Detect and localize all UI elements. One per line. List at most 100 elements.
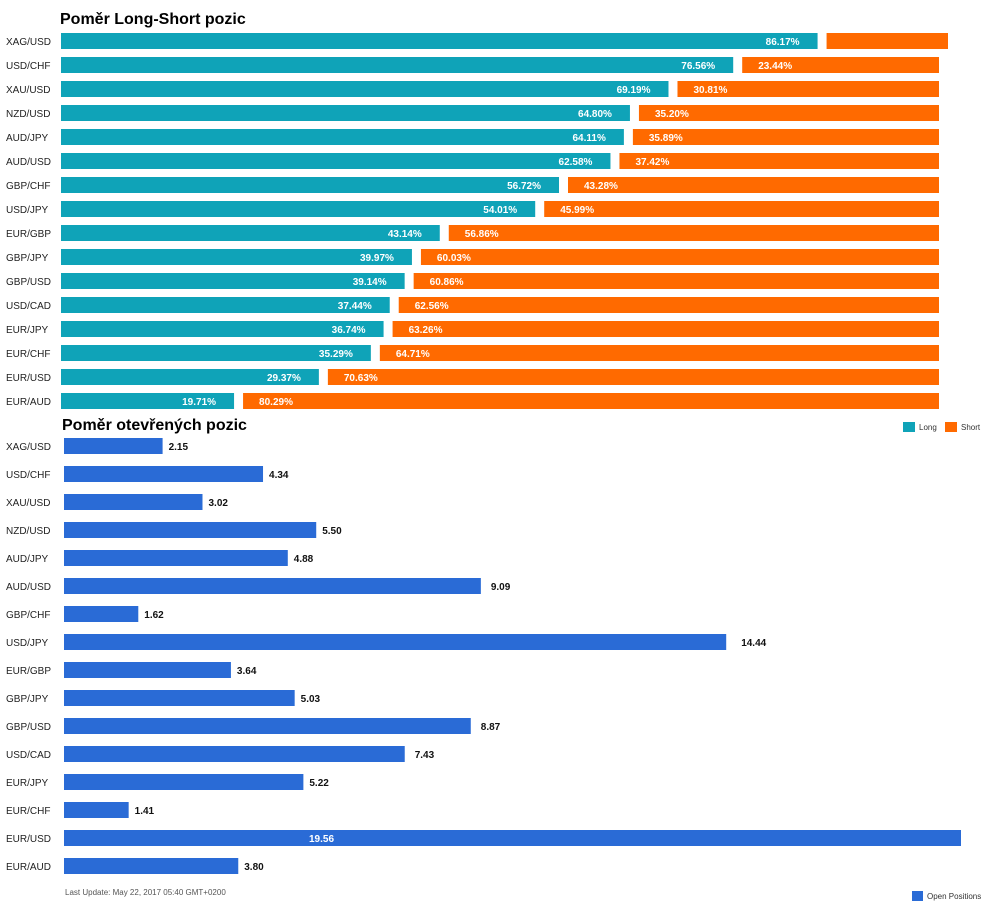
long-label-aud-usd: 62.58%	[559, 157, 593, 168]
short-label-eur-gbp: 56.86%	[465, 229, 499, 240]
long-label-eur-usd: 29.37%	[267, 373, 301, 384]
open-bar-eur-aud	[64, 858, 239, 874]
open-bar-usd-jpy	[64, 634, 727, 650]
long-short-legend: Long Short	[903, 422, 981, 432]
long-bar-usd-cad	[61, 297, 390, 313]
short-label-eur-usd: 70.63%	[344, 373, 378, 384]
short-label-eur-aud: 80.29%	[259, 397, 293, 408]
long-bar-xau-usd	[61, 81, 669, 97]
long-bar-gbp-usd	[61, 273, 405, 289]
op-category-eur-jpy: EUR/JPY	[6, 778, 49, 789]
long-label-eur-aud: 19.71%	[182, 397, 216, 408]
open-value-eur-aud: 3.80	[244, 862, 264, 873]
long-label-eur-chf: 35.29%	[319, 349, 353, 360]
short-label-gbp-jpy: 60.03%	[437, 253, 471, 264]
legend-short-swatch	[945, 422, 957, 432]
op-category-eur-usd: EUR/USD	[6, 834, 51, 845]
open-bar-gbp-jpy	[64, 690, 295, 706]
legend-long-label: Long	[919, 423, 937, 432]
short-label-gbp-usd: 60.86%	[430, 277, 464, 288]
long-label-gbp-chf: 56.72%	[507, 181, 541, 192]
ls-category-eur-usd: EUR/USD	[6, 373, 51, 384]
ls-category-aud-jpy: AUD/JPY	[6, 133, 49, 144]
open-value-aud-jpy: 4.88	[294, 554, 314, 565]
op-category-aud-jpy: AUD/JPY	[6, 554, 49, 565]
open-value-eur-jpy: 5.22	[309, 778, 329, 789]
op-category-aud-usd: AUD/USD	[6, 582, 51, 593]
short-label-eur-chf: 64.71%	[396, 349, 430, 360]
op-category-usd-chf: USD/CHF	[6, 470, 50, 481]
open-bar-eur-usd	[64, 830, 961, 846]
open-bar-aud-usd	[64, 578, 481, 594]
ls-category-eur-jpy: EUR/JPY	[6, 325, 49, 336]
short-bar-xag-usd	[826, 33, 948, 49]
open-positions-chart: XAG/USD 2.15 USD/CHF 4.34 XAU/USD 3.02 NZD/USD…	[6, 438, 961, 874]
op-category-eur-aud: EUR/AUD	[6, 862, 51, 873]
open-value-xag-usd: 2.15	[169, 442, 189, 453]
short-bar-eur-aud	[243, 393, 939, 409]
long-label-xag-usd: 86.17%	[766, 37, 800, 48]
open-value-gbp-usd: 8.87	[481, 722, 501, 733]
long-label-aud-jpy: 64.11%	[573, 133, 606, 144]
short-label-eur-jpy: 63.26%	[409, 325, 443, 336]
ls-category-eur-gbp: EUR/GBP	[6, 229, 51, 240]
short-label-nzd-usd: 35.20%	[655, 109, 689, 120]
short-bar-nzd-usd	[638, 105, 939, 121]
ls-category-usd-chf: USD/CHF	[6, 61, 50, 72]
ls-category-xau-usd: XAU/USD	[6, 85, 50, 96]
short-bar-eur-usd	[327, 369, 939, 385]
long-bar-gbp-jpy	[61, 249, 412, 265]
long-bar-gbp-chf	[61, 177, 560, 193]
long-label-xau-usd: 69.19%	[617, 85, 651, 96]
open-bar-xau-usd	[64, 494, 203, 510]
long-bar-aud-usd	[61, 153, 611, 169]
ls-category-gbp-jpy: GBP/JPY	[6, 253, 49, 264]
long-label-eur-gbp: 43.14%	[388, 229, 422, 240]
ls-category-eur-aud: EUR/AUD	[6, 397, 51, 408]
ls-category-eur-chf: EUR/CHF	[6, 349, 50, 360]
long-label-usd-chf: 76.56%	[681, 61, 715, 72]
ls-category-usd-cad: USD/CAD	[6, 301, 51, 312]
short-label-aud-jpy: 35.89%	[649, 133, 683, 144]
open-bar-eur-chf	[64, 802, 129, 818]
legend-short-label: Short	[961, 423, 981, 432]
op-category-usd-cad: USD/CAD	[6, 750, 51, 761]
open-value-aud-usd: 9.09	[491, 582, 511, 593]
long-bar-eur-jpy	[61, 321, 384, 337]
short-bar-usd-cad	[398, 297, 939, 313]
open-value-usd-chf: 4.34	[269, 470, 289, 481]
long-bar-aud-jpy	[61, 129, 624, 145]
ls-category-nzd-usd: NZD/USD	[6, 109, 50, 120]
short-label-gbp-chf: 43.28%	[584, 181, 618, 192]
long-bar-usd-jpy	[61, 201, 536, 217]
short-bar-gbp-chf	[568, 177, 939, 193]
long-label-usd-cad: 37.44%	[338, 301, 372, 312]
short-bar-gbp-jpy	[420, 249, 939, 265]
long-bar-xag-usd	[61, 33, 818, 49]
open-value-nzd-usd: 5.50	[322, 526, 342, 537]
long-bar-eur-aud	[61, 393, 235, 409]
long-bar-eur-chf	[61, 345, 371, 361]
op-category-gbp-jpy: GBP/JPY	[6, 694, 49, 705]
open-bar-usd-chf	[64, 466, 264, 482]
short-label-usd-jpy: 45.99%	[560, 205, 594, 216]
legend-long-swatch	[903, 422, 915, 432]
open-positions-legend: Open Positions	[912, 891, 981, 901]
short-bar-eur-gbp	[448, 225, 939, 241]
long-bar-usd-chf	[61, 57, 734, 73]
open-value-eur-usd: 19.56	[309, 834, 334, 845]
open-bar-nzd-usd	[64, 522, 317, 538]
legend-open-positions-swatch	[912, 891, 923, 901]
ls-category-aud-usd: AUD/USD	[6, 157, 51, 168]
short-bar-eur-chf	[379, 345, 939, 361]
op-category-nzd-usd: NZD/USD	[6, 526, 50, 537]
ls-category-gbp-usd: GBP/USD	[6, 277, 51, 288]
open-bar-gbp-usd	[64, 718, 471, 734]
ls-category-usd-jpy: USD/JPY	[6, 205, 49, 216]
short-bar-xau-usd	[677, 81, 939, 97]
open-bar-eur-jpy	[64, 774, 304, 790]
short-label-usd-cad: 62.56%	[415, 301, 449, 312]
open-value-gbp-chf: 1.62	[144, 610, 164, 621]
long-bar-nzd-usd	[61, 105, 630, 121]
op-category-xag-usd: XAG/USD	[6, 442, 51, 453]
